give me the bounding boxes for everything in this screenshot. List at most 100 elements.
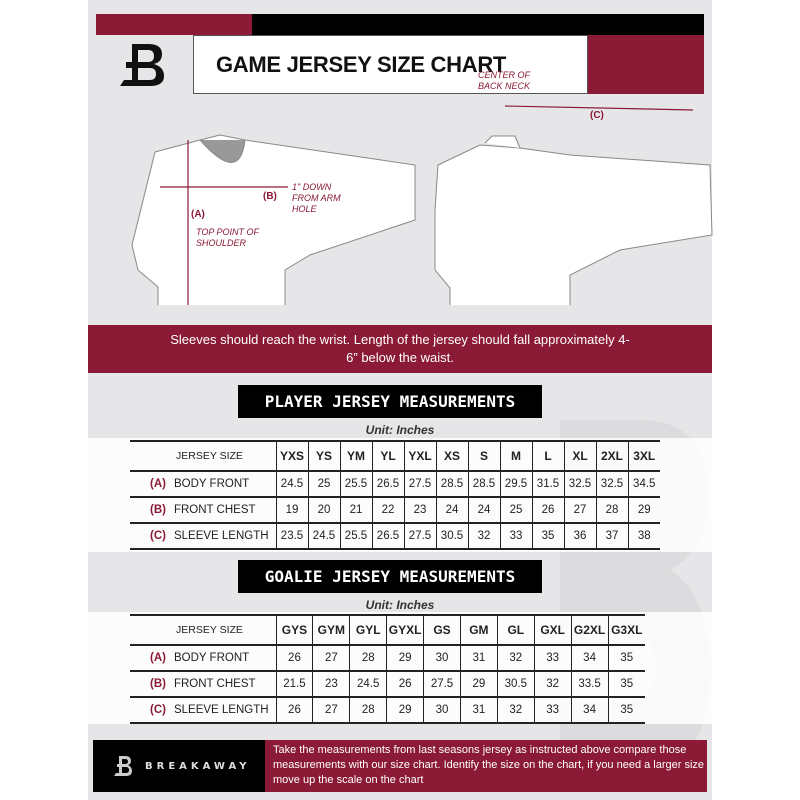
table-row: (B) FRONT CHEST 19 20 21 22 23 24 24 25 26 27 28 29 bbox=[130, 497, 660, 523]
table-cell: 35 bbox=[607, 671, 645, 697]
table-cell: 35 bbox=[607, 697, 645, 723]
table-cell: 29 bbox=[459, 671, 498, 697]
table-cell: 35 bbox=[531, 523, 564, 549]
center-back-neck-label: CENTER OF BACK NECK bbox=[478, 70, 531, 91]
table-cell: 25.5 bbox=[339, 523, 372, 549]
table-cell: 21.5 bbox=[275, 671, 313, 697]
front-jersey bbox=[131, 134, 416, 305]
size-header: GYL bbox=[349, 615, 387, 645]
table-cell: 29 bbox=[627, 497, 660, 523]
size-header: G2XL bbox=[570, 615, 609, 645]
measure-code: (C) bbox=[150, 530, 166, 542]
table-cell: 31 bbox=[459, 645, 498, 671]
top-point-shoulder-label: TOP POINT OF SHOULDER bbox=[196, 227, 259, 248]
table-cell: 23 bbox=[312, 671, 350, 697]
table-cell: 33 bbox=[533, 697, 572, 723]
table-cell: 19 bbox=[275, 497, 308, 523]
size-header-label: JERSEY SIZE bbox=[176, 624, 243, 636]
table-cell: 34 bbox=[570, 697, 609, 723]
back-jersey bbox=[434, 144, 713, 305]
table-cell: 28 bbox=[595, 497, 628, 523]
measure-code: (A) bbox=[150, 652, 166, 664]
size-header: GYM bbox=[312, 615, 350, 645]
table-cell: 26 bbox=[386, 671, 424, 697]
player-unit: Unit: Inches bbox=[365, 423, 435, 437]
table-row: (B) FRONT CHEST 21.5 23 24.5 26 27.5 29 30.5 32 33… bbox=[130, 671, 645, 697]
table-cell: 26.5 bbox=[371, 471, 404, 497]
table-cell: 25 bbox=[499, 497, 532, 523]
table-cell: 31.5 bbox=[531, 471, 564, 497]
breakaway-logo-small bbox=[114, 756, 132, 776]
table-cell: 30 bbox=[423, 697, 461, 723]
table-cell: 37 bbox=[595, 523, 628, 549]
label-a: (A) bbox=[191, 209, 205, 220]
measure-code: (B) bbox=[150, 504, 166, 516]
goalie-section-title: GOALIE JERSEY MEASUREMENTS bbox=[238, 560, 542, 593]
player-size-table: JERSEY SIZE YXS YS YM YL YXL XS S M L XL 2XL 3XL (A) B… bbox=[130, 440, 660, 550]
table-cell: 38 bbox=[627, 523, 660, 549]
table-cell: 27 bbox=[312, 645, 350, 671]
table-cell: 20 bbox=[307, 497, 340, 523]
table-cell: 24.5 bbox=[275, 471, 308, 497]
size-header: 3XL bbox=[627, 441, 660, 471]
size-header: GYS bbox=[275, 615, 313, 645]
table-cell: 23 bbox=[403, 497, 436, 523]
label-b: (B) bbox=[263, 191, 277, 202]
table-header-row: JERSEY SIZE YXS YS YM YL YXL XS S M L XL 2XL 3XL bbox=[130, 441, 660, 471]
table-cell: 28.5 bbox=[467, 471, 500, 497]
table-row: (A) BODY FRONT 26 27 28 29 30 31 32 33 34 35 bbox=[130, 645, 645, 671]
table-cell: 28 bbox=[349, 645, 387, 671]
table-cell: 25 bbox=[307, 471, 340, 497]
size-header: M bbox=[499, 441, 532, 471]
goalie-unit: Unit: Inches bbox=[365, 598, 435, 612]
size-header: YM bbox=[339, 441, 372, 471]
size-header: G3XL bbox=[607, 615, 645, 645]
top-bar-black bbox=[252, 14, 704, 35]
table-cell: 26.5 bbox=[371, 523, 404, 549]
table-cell: 30 bbox=[423, 645, 461, 671]
footer-instructions: Take the measurements from last seasons … bbox=[265, 740, 707, 792]
table-cell: 26 bbox=[275, 697, 313, 723]
measure-code: (A) bbox=[150, 478, 166, 490]
size-header-label: JERSEY SIZE bbox=[176, 450, 243, 462]
size-header: XS bbox=[435, 441, 468, 471]
measure-name: SLEEVE LENGTH bbox=[173, 704, 269, 716]
table-cell: 23.5 bbox=[275, 523, 308, 549]
table-cell: 21 bbox=[339, 497, 372, 523]
size-header: GYXL bbox=[386, 615, 424, 645]
table-cell: 26 bbox=[275, 645, 313, 671]
brand-name: BREAKAWAY bbox=[145, 760, 251, 772]
table-cell: 30.5 bbox=[496, 671, 535, 697]
table-cell: 30.5 bbox=[435, 523, 468, 549]
player-section-title: PLAYER JERSEY MEASUREMENTS bbox=[238, 385, 542, 418]
table-cell: 27.5 bbox=[403, 523, 436, 549]
size-header: YXS bbox=[275, 441, 308, 471]
table-cell: 32 bbox=[496, 645, 535, 671]
size-header: GXL bbox=[533, 615, 572, 645]
table-row: (A) BODY FRONT 24.5 25 25.5 26.5 27.5 28.5 28.5 2… bbox=[130, 471, 660, 497]
table-row: (C) SLEEVE LENGTH 23.5 24.5 25.5 26.5 27.5 30.5… bbox=[130, 523, 660, 549]
table-cell: 34 bbox=[570, 645, 609, 671]
table-cell: 27 bbox=[312, 697, 350, 723]
table-cell: 24 bbox=[435, 497, 468, 523]
table-cell: 32 bbox=[533, 671, 572, 697]
table-cell: 24.5 bbox=[307, 523, 340, 549]
instruction-banner: Sleeves should reach the wrist. Length o… bbox=[88, 325, 712, 373]
table-cell: 28.5 bbox=[435, 471, 468, 497]
size-header: YL bbox=[371, 441, 404, 471]
table-cell: 24.5 bbox=[349, 671, 387, 697]
size-header: GM bbox=[459, 615, 498, 645]
table-cell: 26 bbox=[531, 497, 564, 523]
table-cell: 35 bbox=[607, 645, 645, 671]
measure-code: (C) bbox=[150, 704, 166, 716]
footer-brand: BREAKAWAY bbox=[93, 740, 265, 792]
table-cell: 22 bbox=[371, 497, 404, 523]
size-header: YXL bbox=[403, 441, 436, 471]
table-cell: 27.5 bbox=[423, 671, 461, 697]
jersey-diagram bbox=[131, 105, 713, 305]
size-header: YS bbox=[307, 441, 340, 471]
title-accent bbox=[588, 35, 704, 94]
top-bar-maroon bbox=[96, 14, 252, 35]
table-cell: 29 bbox=[386, 697, 424, 723]
table-cell: 31 bbox=[459, 697, 498, 723]
